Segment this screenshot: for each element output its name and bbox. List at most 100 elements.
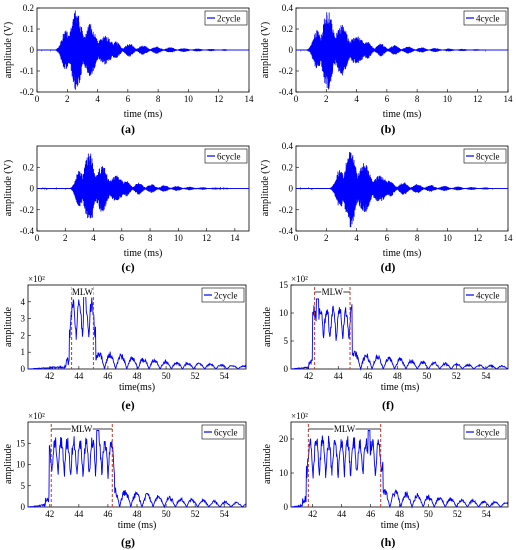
panel-caption: (g)	[121, 535, 135, 549]
legend: 4cycle	[463, 10, 507, 26]
x-tick-label: 8	[415, 94, 420, 104]
axis-ticks: 0 2 4 6 8 10 12 14 -0.4 -0.2 0 0.2	[20, 162, 240, 243]
x-tick-label: 2	[63, 233, 68, 243]
x-tick-label: 50	[424, 509, 434, 519]
x-tick-label: 4	[91, 233, 96, 243]
panel-g: ×10² 42 44 46 48 50 52 54 0 5 10 15 MLW 6cycle time…	[3, 411, 247, 549]
mlw-label-bg	[70, 424, 93, 434]
x-tick-label: 48	[133, 509, 143, 519]
x-axis-label: time (ms)	[124, 248, 163, 259]
x-tick-label: 44	[74, 509, 84, 519]
y-axis-label: amplitude	[3, 306, 14, 347]
x-tick-label: 54	[220, 509, 230, 519]
y-tick-label: 5	[21, 481, 26, 491]
y-scale-note: ×10²	[28, 274, 45, 284]
legend: 8cycle	[463, 424, 507, 440]
panel-f: ×10² 42 44 46 48 50 52 54 0 5 10 15 MLW 4cycle time…	[262, 274, 509, 412]
x-tick-label: 0	[35, 94, 40, 104]
x-tick-label: 50	[162, 509, 172, 519]
series-line	[296, 151, 508, 228]
x-tick-label: 2	[324, 233, 329, 243]
y-tick-label: 0.4	[282, 3, 294, 13]
x-tick-label: 6	[120, 233, 125, 243]
y-tick-label: 0.2	[23, 3, 34, 13]
x-tick-label: 48	[395, 509, 405, 519]
legend: 2cycle	[201, 287, 245, 303]
y-tick-label: -0.4	[279, 226, 294, 236]
x-tick-label: 8	[156, 94, 161, 104]
x-axis-label: time (ms)	[118, 520, 157, 531]
series-marks	[37, 10, 249, 90]
y-tick-label: 0.2	[282, 162, 293, 172]
panel-c: 0 2 4 6 8 10 12 14 -0.4 -0.2 0 0.2 6cycle time (ms)…	[3, 145, 250, 274]
x-tick-label: 54	[481, 371, 491, 381]
y-tick-label: 0	[284, 364, 289, 374]
x-tick-label: 44	[337, 509, 347, 519]
mlw-label-bg	[71, 287, 94, 297]
legend-box	[463, 148, 507, 164]
mlw-label-bg	[321, 287, 344, 297]
legend-box	[201, 287, 245, 303]
x-tick-label: 42	[304, 371, 313, 381]
legend-entry: 6cycle	[214, 428, 237, 438]
y-tick-label: -0.4	[20, 226, 35, 236]
legend-entry: 2cycle	[217, 14, 240, 24]
series-marks: MLW	[290, 424, 509, 509]
panel-caption: (a)	[121, 122, 135, 136]
y-tick-label: 2	[21, 330, 26, 340]
legend-box	[463, 10, 507, 26]
x-axis-label: time(ms)	[119, 382, 155, 393]
y-axis-label: amplitude (V)	[260, 160, 271, 216]
panel-caption: (d)	[381, 260, 396, 274]
x-tick-label: 48	[133, 371, 143, 381]
y-tick-label: -0.2	[20, 87, 34, 97]
x-tick-label: 4	[354, 233, 359, 243]
x-axis-label: time (ms)	[381, 382, 420, 393]
y-tick-label: 0.2	[282, 24, 293, 34]
y-tick-label: 10	[279, 308, 289, 318]
series-marks: MLW	[27, 287, 247, 371]
legend: 6cycle	[204, 148, 248, 164]
x-tick-label: 10	[443, 94, 453, 104]
x-tick-label: 42	[45, 509, 54, 519]
panel-e: ×10² 42 44 46 48 50 52 54 0 1 2 3 4 MLW 2cycle time(…	[3, 274, 247, 412]
y-tick-label: 0	[284, 502, 289, 512]
x-tick-label: 52	[453, 509, 462, 519]
series-line	[296, 12, 508, 90]
y-tick-label: -0.2	[279, 66, 293, 76]
x-tick-label: 46	[103, 371, 113, 381]
x-tick-label: 0	[35, 233, 40, 243]
x-tick-label: 46	[363, 371, 373, 381]
panel-d: 0 2 4 6 8 10 12 14 -0.4 -0.2 0 0.2 0.4 8cycle time (…	[260, 141, 513, 274]
series-line	[37, 10, 249, 90]
x-axis-label: time (ms)	[124, 109, 163, 120]
y-axis-label: amplitude (V)	[260, 22, 271, 78]
panel-caption: (c)	[121, 260, 134, 274]
y-axis-label: amplitude (V)	[3, 22, 14, 78]
panel-caption: (e)	[121, 398, 134, 412]
axis-ticks: 42 44 46 48 50 52 54 0 5 10 15	[16, 438, 229, 519]
y-scale-note: ×10²	[28, 411, 45, 421]
x-tick-label: 50	[422, 371, 432, 381]
panel-a: 0 2 4 6 8 10 12 14 -0.2 -0.1 0 0.1 0.2 2cycle time (…	[3, 3, 254, 136]
axis-ticks: 0 2 4 6 8 10 12 14 -0.4 -0.2 0 0.2 0.4	[279, 3, 513, 104]
x-tick-label: 2	[324, 94, 329, 104]
y-tick-label: 15	[279, 280, 289, 290]
axis-ticks: 0 2 4 6 8 10 12 14 -0.4 -0.2 0 0.2 0.4	[279, 141, 513, 243]
x-tick-label: 14	[504, 233, 514, 243]
x-tick-label: 12	[202, 233, 211, 243]
legend-entry: 8cycle	[476, 428, 499, 438]
panel-h: ×10² 42 44 46 48 50 52 54 0 10 20 MLW 8cycle time …	[262, 411, 509, 549]
x-tick-label: 6	[126, 94, 131, 104]
x-tick-label: 54	[220, 371, 230, 381]
legend-entry: 2cycle	[214, 291, 237, 301]
y-tick-label: -0.2	[279, 205, 293, 215]
x-tick-label: 42	[308, 509, 317, 519]
legend-entry: 4cycle	[476, 291, 499, 301]
y-axis-label: amplitude	[262, 306, 273, 347]
panel-caption: (f)	[382, 398, 394, 412]
x-tick-label: 52	[452, 371, 461, 381]
y-tick-label: -0.2	[20, 205, 34, 215]
axis-ticks: 42 44 46 48 50 52 54 0 5 10 15	[279, 280, 491, 381]
